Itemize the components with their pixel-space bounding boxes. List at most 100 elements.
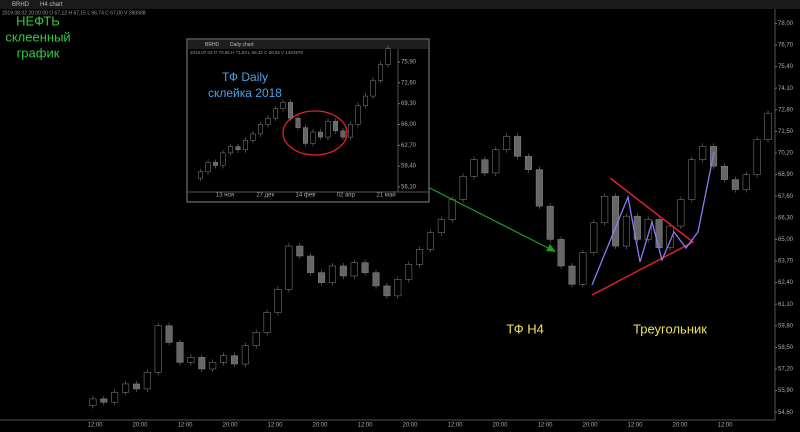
candle-body — [568, 265, 576, 285]
highlight-ellipse — [282, 110, 348, 156]
y-tick-label: 56,10 — [401, 185, 417, 191]
candle-body — [699, 146, 707, 160]
candle-body — [677, 199, 685, 227]
inset-frame — [186, 38, 430, 203]
candle-body — [288, 102, 293, 119]
candle-body — [622, 215, 630, 247]
annotation: ТФ H4 — [506, 321, 544, 336]
candle-body — [265, 117, 271, 125]
candle-body — [383, 285, 391, 297]
y-tick-label: 62,40 — [778, 280, 794, 286]
inset-note: склейка 2018 — [208, 86, 282, 100]
toolbar-chart[interactable]: H4 chart — [40, 2, 63, 8]
candle-body — [213, 162, 218, 166]
candle-body — [492, 149, 500, 174]
candle-body — [579, 252, 587, 285]
candle-body — [220, 355, 228, 363]
candle-body — [296, 245, 304, 257]
x-tick-label: 27 дек — [256, 193, 274, 199]
x-tick-label: 12:00 — [357, 423, 373, 429]
x-tick-label: 12:00 — [447, 423, 463, 429]
candle-body — [372, 272, 380, 287]
candle-body — [481, 159, 489, 174]
y-tick-label: 76,70 — [778, 43, 794, 49]
candle-body — [280, 102, 286, 109]
candle-body — [339, 265, 347, 277]
candle-body — [666, 225, 674, 248]
candle-body — [459, 176, 467, 200]
inset-ohlc: 2018.07.03 O 70,56 H 71,63 L 69,42 C 69,… — [190, 50, 303, 55]
x-tick-label: 20:00 — [582, 423, 598, 429]
candle-body — [470, 159, 478, 177]
candle-body — [111, 392, 119, 403]
candle-body — [241, 345, 249, 365]
candle-body — [742, 174, 750, 190]
candle-body — [557, 239, 565, 267]
candle-body — [363, 95, 368, 106]
annotation: Треугольник — [633, 321, 707, 336]
candle-body — [273, 108, 278, 119]
candle-body — [243, 140, 248, 150]
y-tick-label: 59,80 — [778, 323, 794, 329]
x-tick-label: 20:00 — [312, 423, 328, 429]
x-tick-label: 20:00 — [402, 423, 418, 429]
x-tick-label: 20:00 — [132, 423, 148, 429]
y-tick-label: 75,90 — [401, 60, 417, 66]
candle-body — [235, 146, 241, 150]
candle-body — [764, 112, 772, 140]
candle-body — [437, 219, 445, 234]
candle-body — [503, 136, 511, 150]
x-tick-label: 20:00 — [222, 423, 238, 429]
candle-body — [318, 131, 323, 138]
candle-body — [753, 139, 761, 175]
y-tick-label: 65,00 — [778, 237, 794, 243]
candle-body — [303, 127, 308, 144]
annotation: склеенный — [5, 29, 70, 44]
inset-symbol[interactable]: BRHD — [205, 42, 220, 48]
y-tick-label: 71,50 — [778, 129, 794, 135]
toolbar-symbol[interactable]: BRHD — [12, 2, 30, 8]
x-tick-label: 21 май — [376, 192, 395, 199]
annotation: НЕФТЬ — [16, 13, 60, 28]
y-tick-label: 70,20 — [778, 151, 794, 157]
candle-body — [378, 64, 383, 81]
candle-body — [601, 195, 609, 224]
candle-body — [416, 249, 424, 265]
candle-body — [546, 205, 554, 240]
ohlc-line: 2019.08.02 20:00:00 O 67,12 H 67,15 L 66… — [2, 10, 146, 16]
candle-body — [348, 124, 353, 138]
candle-body — [310, 131, 316, 144]
y-tick-label: 72,80 — [778, 107, 794, 113]
x-tick-label: 14 фев — [296, 193, 316, 199]
y-tick-label: 68,90 — [778, 172, 794, 178]
candle-body — [385, 48, 391, 65]
inset-chart[interactable]: Daily chart — [230, 42, 254, 48]
candle-body — [252, 332, 260, 346]
candle-body — [228, 146, 233, 154]
y-tick-label: 66,00 — [401, 122, 417, 128]
candle-body — [230, 355, 238, 365]
candle-body — [731, 179, 739, 190]
candle-body — [720, 166, 728, 180]
candle-body — [426, 232, 434, 250]
y-tick-label: 74,10 — [778, 86, 794, 92]
x-tick-label: 12:00 — [267, 423, 283, 429]
x-tick-label: 12:00 — [537, 423, 553, 429]
candle-body — [333, 121, 338, 132]
candle-body — [263, 312, 271, 333]
candle-body — [205, 162, 211, 173]
candle-body — [524, 156, 532, 170]
candle-body — [394, 279, 402, 297]
candle-body — [655, 219, 663, 248]
main-chart: 78,00 76,70 75,40 74,10 72,80 71,50 70,20 68,90… — [87, 21, 793, 429]
candle-body — [307, 255, 315, 273]
y-tick-label: 67,60 — [778, 194, 794, 200]
toolbar — [0, 0, 800, 9]
candle-body — [187, 357, 195, 363]
candle-body — [448, 199, 456, 220]
candle-body — [132, 383, 140, 390]
y-tick-label: 72,60 — [401, 80, 417, 86]
candle-body — [535, 169, 543, 207]
